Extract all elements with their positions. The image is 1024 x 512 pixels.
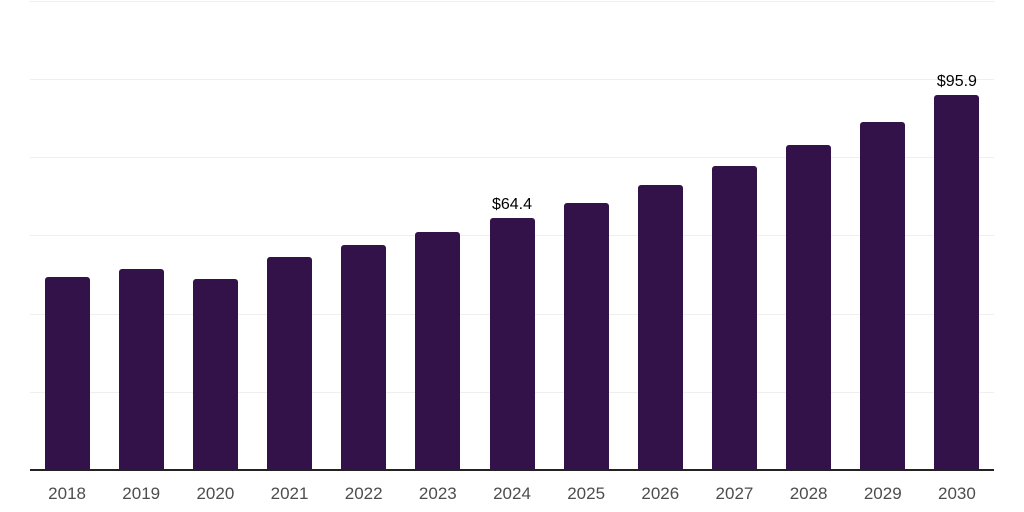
bar [786,145,832,470]
gridline [30,1,994,2]
x-axis-tick-label: 2030 [938,484,976,503]
bar [267,257,313,470]
gridline [30,157,994,158]
bar [489,218,535,470]
gridline [30,79,994,80]
bar [711,166,757,470]
x-axis-line [30,469,994,471]
bar [415,232,461,470]
x-axis-tick-label: 2028 [789,484,828,503]
bar [637,185,683,470]
x-axis-tick-label: 2025 [567,484,606,503]
bar [934,95,980,470]
x-axis-tick-label: 2020 [196,484,235,503]
x-axis-tick-label: 2024 [493,484,531,503]
bar [860,122,906,470]
x-axis-tick-label: 2018 [48,484,86,503]
x-axis-tick-label: 2021 [270,484,309,503]
bar [563,203,609,470]
x-axis-tick-label: 2019 [122,484,161,503]
x-axis-tick-label: 2027 [715,484,754,503]
x-axis-tick-label: 2023 [418,484,457,503]
x-axis-tick-label: 2022 [344,484,383,503]
x-axis-tick-label: 2026 [641,484,680,503]
bar [192,279,238,470]
bar [341,245,387,470]
bar-value-label: $64.4 [491,196,533,213]
bar-value-label: $95.9 [936,73,977,90]
x-axis-tick-label: 2029 [863,484,902,503]
bar [118,269,164,470]
bar [44,277,90,470]
plot-area: $64.4 $95.9 [30,0,994,471]
